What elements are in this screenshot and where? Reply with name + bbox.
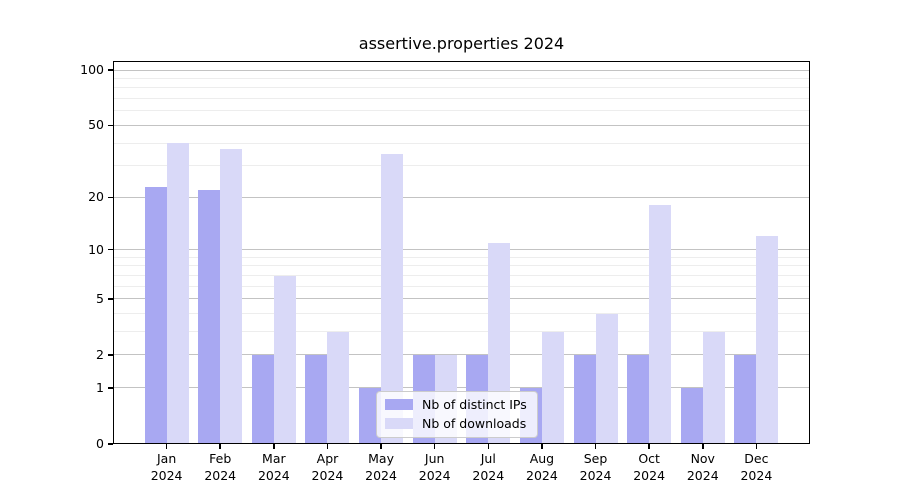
- x-tick-mark: [326, 444, 329, 449]
- gridline-major: [113, 69, 810, 71]
- gridline-minor: [113, 165, 810, 167]
- gridline-minor: [113, 285, 810, 287]
- bar-downloads: [381, 153, 404, 444]
- bar-downloads: [273, 275, 296, 444]
- y-tick-mark: [108, 69, 113, 71]
- y-tick-label: 5: [96, 290, 104, 306]
- gridline-major: [113, 124, 810, 126]
- y-tick-label: 50: [88, 117, 104, 133]
- gridline-minor: [113, 110, 810, 112]
- bar-downloads: [220, 149, 243, 444]
- bar-distinct-ips: [198, 189, 221, 444]
- x-tick-label: Mar 2024: [257, 451, 290, 483]
- x-tick-mark: [648, 444, 650, 449]
- x-tick-label: Feb 2024: [204, 451, 237, 483]
- x-tick-label: Jun 2024: [418, 451, 451, 483]
- x-tick-mark: [380, 444, 382, 449]
- x-tick-mark: [755, 444, 758, 449]
- y-tick-mark: [108, 387, 113, 389]
- bar-distinct-ips: [144, 186, 167, 444]
- legend-entry-downloads: Nb of downloads: [385, 416, 527, 431]
- legend-swatch-downloads: [385, 418, 413, 429]
- x-tick-mark: [541, 444, 543, 449]
- gridline-minor: [113, 98, 810, 100]
- gridline-major: [113, 298, 810, 300]
- plot-area: Nb of distinct IPs Nb of downloads: [113, 61, 810, 444]
- y-tick-label: 2: [96, 346, 104, 362]
- y-tick-mark: [108, 298, 113, 300]
- y-tick-mark: [108, 196, 113, 199]
- gridline-major: [113, 249, 810, 251]
- x-tick-label: May 2024: [365, 451, 397, 483]
- gridline-minor: [113, 275, 810, 277]
- gridline-minor: [113, 256, 810, 258]
- bar-downloads: [702, 331, 725, 444]
- x-tick-mark: [165, 444, 168, 449]
- bar-downloads: [327, 331, 350, 444]
- legend-label-downloads: Nb of downloads: [422, 416, 527, 431]
- bar-distinct-ips: [359, 387, 382, 444]
- y-tick-label: 1: [96, 379, 104, 395]
- x-tick-mark: [702, 444, 704, 449]
- legend: Nb of distinct IPs Nb of downloads: [376, 391, 538, 438]
- x-tick-mark: [487, 444, 490, 449]
- legend-swatch-distinct-ips: [385, 399, 413, 410]
- x-tick-label: Nov 2024: [686, 451, 719, 483]
- x-tick-mark: [219, 444, 221, 449]
- x-tick-label: Aug 2024: [526, 451, 558, 483]
- gridline-major: [113, 387, 810, 389]
- bar-distinct-ips: [627, 355, 650, 444]
- gridline-minor: [113, 78, 810, 80]
- gridline-major: [113, 196, 810, 198]
- x-tick-label: Oct 2024: [633, 451, 666, 483]
- x-tick-label: Jan 2024: [150, 451, 183, 483]
- y-tick-label: 10: [88, 241, 104, 257]
- bar-distinct-ips: [680, 387, 703, 444]
- legend-entry-distinct-ips: Nb of distinct IPs: [385, 397, 527, 412]
- x-tick-label: Jul 2024: [472, 451, 505, 483]
- x-tick-label: Dec 2024: [740, 451, 773, 483]
- bar-distinct-ips: [734, 355, 757, 444]
- gridline-minor: [113, 265, 810, 267]
- gridline-minor: [113, 313, 810, 315]
- bar-downloads: [541, 331, 564, 444]
- y-tick-mark: [108, 443, 113, 445]
- y-tick-mark: [108, 354, 113, 356]
- bar-distinct-ips: [573, 355, 596, 444]
- gridline-minor: [113, 331, 810, 333]
- y-tick-mark: [108, 124, 113, 127]
- y-tick-label: 0: [96, 436, 104, 451]
- x-tick-label: Apr 2024: [311, 451, 344, 483]
- bar-downloads: [595, 313, 618, 444]
- legend-label-distinct-ips: Nb of distinct IPs: [422, 397, 527, 412]
- bar-downloads: [649, 205, 672, 444]
- y-tick-label: 100: [80, 62, 104, 78]
- chart-title: assertive.properties 2024: [358, 34, 565, 53]
- gridline-major: [113, 354, 810, 356]
- gridline-minor: [113, 142, 810, 144]
- bar-distinct-ips: [305, 355, 328, 444]
- bar-distinct-ips: [251, 355, 274, 444]
- x-tick-label: Sep 2024: [579, 451, 612, 483]
- x-tick-mark: [433, 444, 436, 449]
- x-tick-mark: [594, 444, 597, 449]
- bar-downloads: [166, 143, 189, 444]
- gridline-minor: [113, 87, 810, 89]
- y-tick-label: 20: [88, 189, 104, 205]
- y-tick-mark: [108, 248, 113, 251]
- x-tick-mark: [273, 444, 275, 449]
- bar-downloads: [756, 236, 779, 444]
